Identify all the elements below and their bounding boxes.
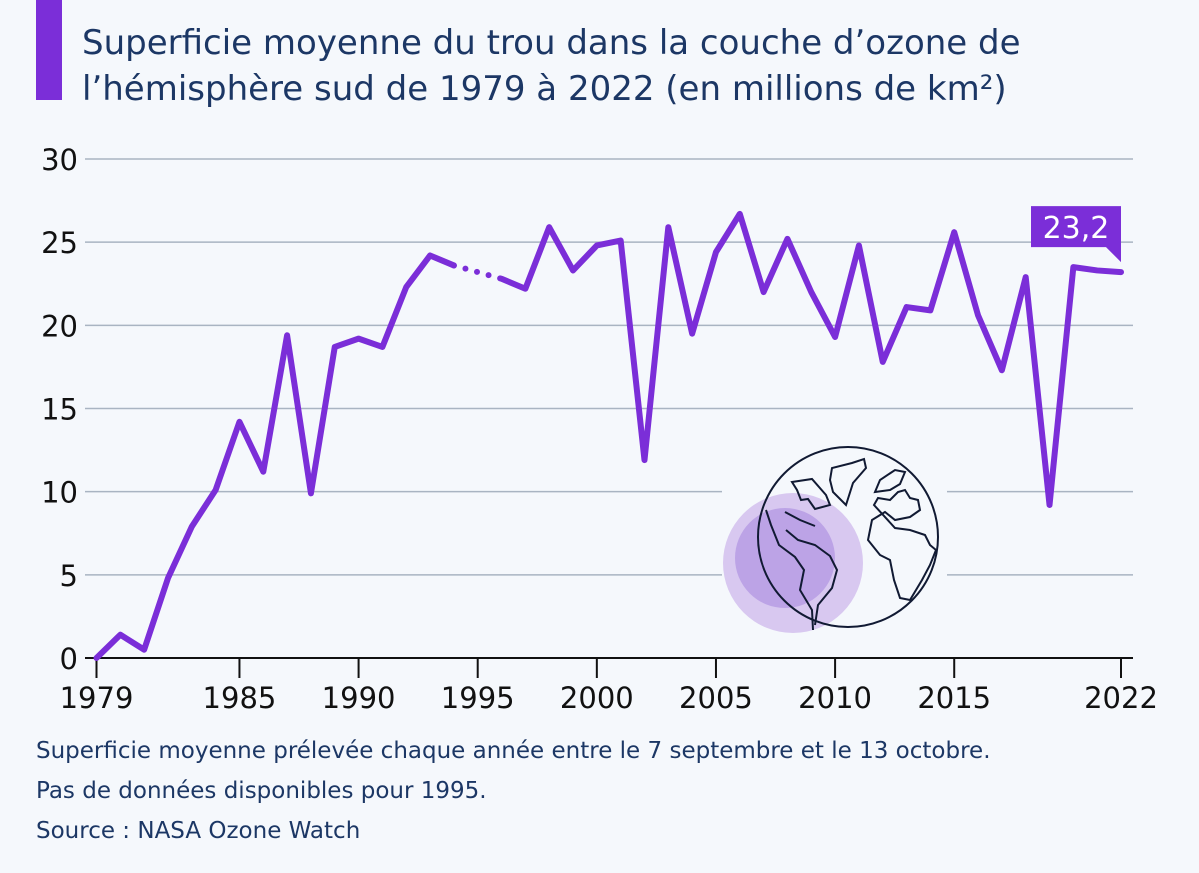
data-point-1990 xyxy=(358,338,360,340)
data-point-2011 xyxy=(858,244,860,246)
x-tick-label: 1979 xyxy=(60,681,134,715)
data-point-2021 xyxy=(1096,269,1098,271)
data-point-1996 xyxy=(501,278,503,280)
data-point-1993 xyxy=(429,254,431,256)
data-point-2017 xyxy=(1001,369,1003,371)
data-point-1991 xyxy=(381,346,383,348)
data-point-2016 xyxy=(977,314,979,316)
data-point-1984 xyxy=(215,489,217,491)
x-tick-label: 1985 xyxy=(203,681,277,715)
data-point-1994 xyxy=(453,264,455,266)
y-tick-label: 10 xyxy=(41,476,78,510)
data-point-2010 xyxy=(834,336,836,338)
data-point-1992 xyxy=(405,286,407,288)
data-point-2009 xyxy=(810,291,812,293)
data-point-2007 xyxy=(763,291,765,293)
footnote-line-1: Superficie moyenne prélevée chaque année… xyxy=(36,738,991,764)
data-point-2004 xyxy=(691,333,693,335)
x-tick-label: 1995 xyxy=(441,681,515,715)
data-point-2003 xyxy=(667,226,669,228)
data-point-2002 xyxy=(643,459,645,461)
data-point-1989 xyxy=(334,346,336,348)
data-point-2008 xyxy=(786,238,788,240)
data-point-2012 xyxy=(882,361,884,363)
data-point-2019 xyxy=(1049,504,1051,506)
data-point-2000 xyxy=(596,244,598,246)
title-line-2: l’hémisphère sud de 1979 à 2022 (en mill… xyxy=(82,69,1007,109)
data-point-1998 xyxy=(548,226,550,228)
data-point-2015 xyxy=(953,231,955,233)
data-point-2022 xyxy=(1120,271,1122,273)
data-point-2013 xyxy=(906,306,908,308)
x-tick-label: 2000 xyxy=(560,681,634,715)
x-tick-label: 2010 xyxy=(798,681,872,715)
data-point-1982 xyxy=(167,577,169,579)
footnote-line-2: Pas de données disponibles pour 1995. xyxy=(36,778,487,804)
missing-data-dotted-line xyxy=(450,262,505,282)
data-line xyxy=(498,210,1124,508)
chart-title: Superficie moyenne du trou dans la couch… xyxy=(82,20,1182,112)
x-tick-label: 2005 xyxy=(679,681,753,715)
y-tick-label: 0 xyxy=(60,642,78,676)
data-point-1980 xyxy=(119,634,121,636)
data-point-1979 xyxy=(96,657,97,659)
data-point-1999 xyxy=(572,269,574,271)
annotation-callout xyxy=(1031,206,1121,263)
data-point-2005 xyxy=(715,251,717,253)
x-tick-label: 2015 xyxy=(917,681,991,715)
y-tick-label: 15 xyxy=(41,393,78,427)
x-tick-label: 1990 xyxy=(322,681,396,715)
last-value-annotation: 23,2 xyxy=(1031,206,1121,263)
data-point-1983 xyxy=(191,526,193,528)
data-point-1981 xyxy=(143,649,145,651)
data-point-2001 xyxy=(620,240,622,242)
data-point-2018 xyxy=(1025,276,1027,278)
data-point-1997 xyxy=(524,288,526,290)
annotation-label: 23,2 xyxy=(1043,211,1110,246)
data-point-2020 xyxy=(1072,266,1074,268)
data-line xyxy=(93,252,457,661)
data-point-1988 xyxy=(310,492,312,494)
y-tick-label: 30 xyxy=(41,143,78,177)
data-point-1987 xyxy=(286,334,288,336)
data-point-2014 xyxy=(929,309,931,311)
y-tick-label: 25 xyxy=(41,226,78,260)
source-note: Source : NASA Ozone Watch xyxy=(36,818,361,844)
data-point-1985 xyxy=(238,421,240,423)
y-tick-label: 5 xyxy=(60,559,78,593)
title-accent-bar xyxy=(36,0,62,100)
globe-icon xyxy=(722,446,947,636)
y-tick-label: 20 xyxy=(41,309,78,343)
data-point-1986 xyxy=(262,471,264,473)
title-line-1: Superficie moyenne du trou dans la couch… xyxy=(82,23,1021,63)
data-point-2006 xyxy=(739,213,741,215)
x-tick-label: 2022 xyxy=(1084,681,1158,715)
